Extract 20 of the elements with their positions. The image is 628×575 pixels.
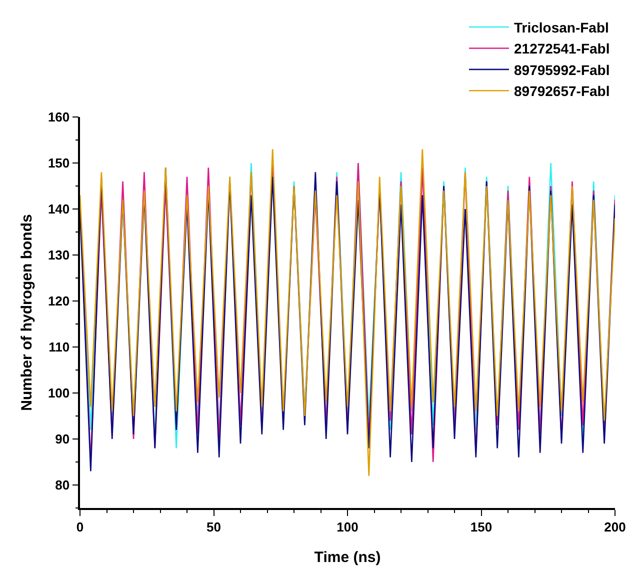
y-axis-title: Number of hydrogen bonds: [18, 214, 36, 411]
y-tick-label: 140: [48, 202, 70, 217]
x-tick-label: 50: [206, 519, 221, 534]
y-tick-label: 90: [55, 432, 70, 447]
legend-label: 21272541-Fabl: [514, 40, 610, 57]
y-tick-label: 100: [48, 386, 70, 401]
x-tick-label: 0: [76, 519, 84, 534]
x-tick-label: 200: [604, 519, 626, 534]
y-tick-label: 150: [48, 156, 70, 171]
x-tick-label: 150: [470, 519, 492, 534]
legend-label: Triclosan-Fabl: [514, 19, 609, 36]
y-tick-label: 160: [48, 110, 70, 125]
y-tick-label: 110: [48, 340, 70, 355]
y-tick-label: 120: [48, 294, 70, 309]
x-tick-label: 100: [336, 519, 358, 534]
legend-label: 89795992-Fabl: [514, 62, 610, 78]
legend-label: 89792657-Fabl: [514, 83, 610, 100]
x-axis-title: Time (ns): [314, 548, 381, 566]
y-tick-label: 80: [55, 478, 70, 493]
y-tick-label: 130: [48, 248, 70, 263]
